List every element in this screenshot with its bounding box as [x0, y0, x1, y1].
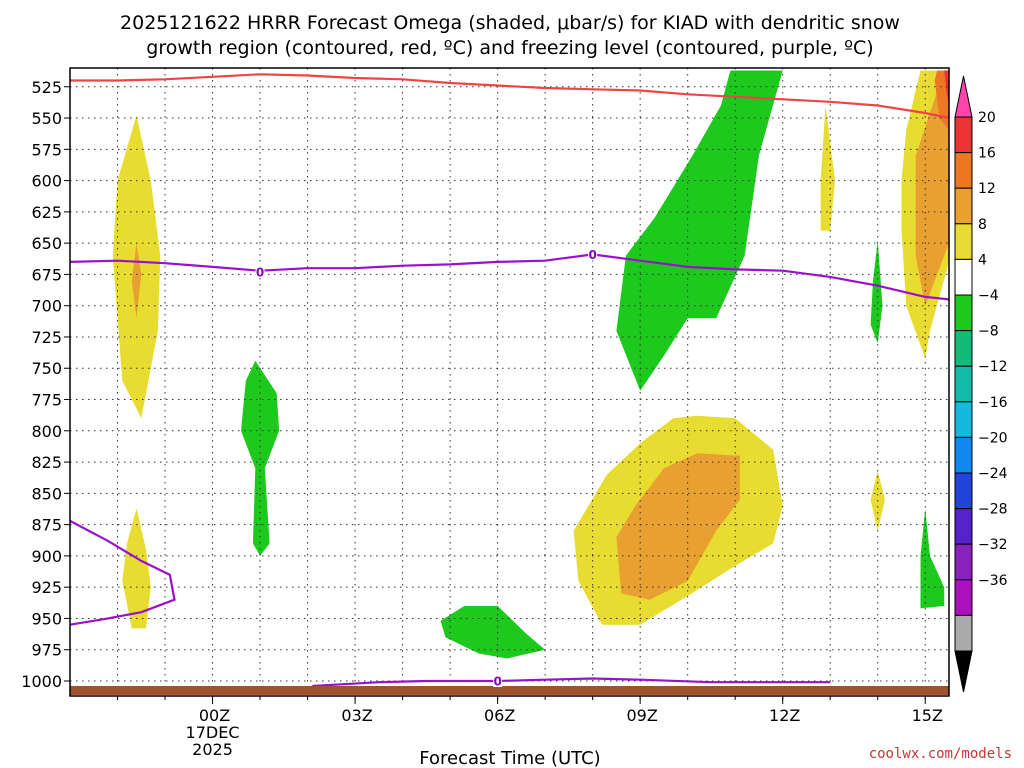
colorbar-label-13: −32: [978, 537, 1008, 553]
colorbar-bottom-arrow: [954, 650, 973, 693]
contour-lines: [70, 73, 949, 688]
plot-frame: [69, 67, 950, 697]
y-tick-label-825: 825: [31, 453, 62, 472]
omega-region-red-corner-right: [944, 70, 949, 106]
colorbar-bin-14: [954, 579, 973, 616]
x-tick-label-06Z: 06Z: [484, 706, 515, 725]
colorbar-bin-12: [954, 508, 973, 545]
grid-lines: [70, 68, 949, 696]
colorbar-top-arrow: [954, 75, 973, 118]
omega-region-yellow-low-left: [122, 508, 151, 629]
y-tick-label-725: 725: [31, 328, 62, 347]
colorbar-label-8: −12: [978, 359, 1008, 375]
freezing-level-line-2: [70, 519, 176, 626]
colorbar-bin-4: [954, 223, 973, 260]
omega-region-yellow-sliver-13z: [820, 105, 835, 231]
omega-region-green-blob-15z: [920, 508, 945, 609]
colorbar-label-4: 8: [978, 217, 987, 233]
contour-label-1: 0: [256, 265, 264, 279]
colorbar-bin-8: [954, 365, 973, 403]
y-tick-label-750: 750: [31, 359, 62, 378]
terrain-strip: [70, 686, 949, 695]
colorbar-bin-1: [954, 116, 973, 154]
colorbar-bin-5: [954, 258, 973, 296]
colorbar-bin-2: [954, 152, 973, 189]
omega-shading: [112, 70, 949, 659]
plot-area: 0 0 0: [69, 67, 950, 697]
y-tick-label-650: 650: [31, 234, 62, 253]
contour-labels: 0 0 0: [255, 247, 598, 688]
colorbar-label-1: 20: [978, 110, 996, 126]
freezing-level-line-1: [70, 253, 949, 301]
x-tick-year: 2025: [192, 740, 233, 759]
x-tick-label-03Z: 03Z: [341, 706, 372, 725]
colorbar-bin-15: [954, 614, 973, 652]
omega-region-orange-middle: [616, 453, 740, 600]
colorbar-label-7: −8: [978, 324, 999, 340]
contour-label-bg-3: [493, 673, 503, 687]
omega-region-orange-deep-right: [934, 70, 949, 131]
colorbar-bin-3: [954, 187, 973, 225]
chart-title-line1: 2025121622 HRRR Forecast Omega (shaded, …: [120, 12, 900, 34]
y-tick-label-600: 600: [31, 172, 62, 191]
contour-label-2: 0: [588, 248, 596, 262]
colorbar-bin-6: [954, 294, 973, 332]
x-tick-label-09Z: 09Z: [626, 706, 657, 725]
contour-label-3: 0: [493, 674, 501, 688]
credit-text: coolwx.com/models: [869, 746, 1012, 762]
y-tick-label-900: 900: [31, 547, 62, 566]
y-tick-label-875: 875: [31, 516, 62, 535]
colorbar-bin-13: [954, 543, 973, 581]
y-tick-label-975: 975: [31, 641, 62, 660]
colorbar-bin-10: [954, 436, 973, 474]
x-tick-label-15Z: 15Z: [912, 706, 943, 725]
y-tick-label-525: 525: [31, 78, 62, 97]
y-tick-label-850: 850: [31, 484, 62, 503]
colorbar-label-14: −36: [978, 573, 1008, 589]
y-tick-label-675: 675: [31, 265, 62, 284]
y-tick-label-775: 775: [31, 391, 62, 410]
x-tick-date: 17DEC: [186, 723, 240, 742]
x-axis-label: Forecast Time (UTC): [419, 748, 600, 768]
y-axis: 525 550 575 600 625 650 675 700 725 750 775 800 825 8…: [21, 78, 70, 691]
colorbar-bin-11: [954, 472, 973, 510]
omega-region-green-sliver-14z: [870, 240, 883, 344]
y-tick-label-950: 950: [31, 609, 62, 628]
colorbar-label-9: −16: [978, 395, 1008, 411]
y-tick-label-925: 925: [31, 578, 62, 597]
colorbar-label-10: −20: [978, 430, 1008, 446]
chart-title-line2: growth region (contoured, red, ºC) and f…: [146, 37, 873, 59]
colorbar-bin-9: [954, 401, 973, 438]
colorbar-label-6: −4: [978, 288, 999, 304]
y-tick-label-700: 700: [31, 297, 62, 316]
y-tick-label-575: 575: [31, 140, 62, 159]
contour-label-bg-2: [588, 247, 598, 261]
colorbar-label-3: 12: [978, 181, 996, 197]
y-tick-label-550: 550: [31, 109, 62, 128]
omega-region-green-bottom: [440, 605, 546, 659]
x-tick-label-12Z: 12Z: [769, 706, 800, 725]
y-tick-label-800: 800: [31, 422, 62, 441]
x-tick-label-00Z: 00Z: [199, 706, 230, 725]
omega-region-orange-right: [915, 70, 949, 306]
colorbar-label-11: −24: [978, 466, 1008, 482]
omega-region-green-tall: [616, 70, 783, 391]
freezing-level-line-3: [312, 677, 831, 688]
contour-label-bg-1: [255, 264, 265, 278]
colorbar-label-12: −28: [978, 502, 1008, 518]
colorbar: 20 16 12 8 4 −4 −8 −12 −16 −20 −24 −28 −32 −36: [954, 75, 1008, 693]
colorbar-label-5: 4: [978, 252, 987, 268]
y-tick-label-1000: 1000: [21, 672, 62, 691]
dgz-contour-line: [70, 73, 949, 120]
y-tick-label-625: 625: [31, 203, 62, 222]
plot-background: [70, 68, 949, 696]
colorbar-label-2: 16: [978, 146, 996, 162]
colorbar-bin-7: [954, 330, 973, 367]
